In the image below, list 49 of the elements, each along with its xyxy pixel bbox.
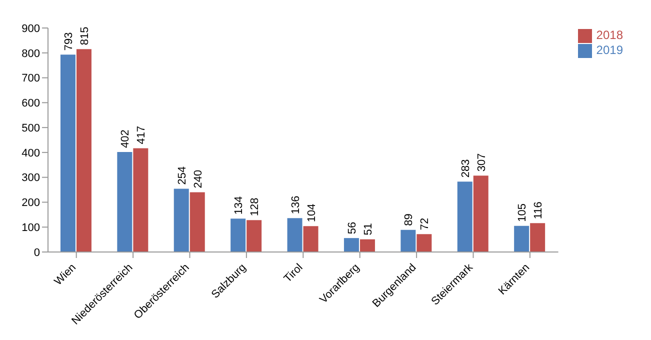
data-label: 56 bbox=[346, 222, 358, 234]
x-tick-label: Tirol bbox=[282, 262, 306, 285]
data-label: 283 bbox=[460, 159, 472, 178]
bar bbox=[117, 152, 132, 252]
bar bbox=[360, 239, 375, 252]
legend-label: 2018 bbox=[596, 28, 623, 42]
bar bbox=[530, 223, 546, 252]
y-tick-label: 400 bbox=[22, 147, 40, 160]
bar bbox=[287, 218, 302, 252]
bar bbox=[230, 218, 246, 252]
bar bbox=[473, 176, 488, 252]
bar bbox=[400, 230, 416, 252]
bar bbox=[174, 188, 189, 252]
y-tick-label: 500 bbox=[22, 122, 40, 134]
data-label: 402 bbox=[120, 130, 132, 148]
data-label: 307 bbox=[476, 153, 488, 172]
data-label: 136 bbox=[290, 196, 302, 214]
data-label: 134 bbox=[233, 196, 246, 215]
bar bbox=[416, 234, 432, 252]
data-label: 116 bbox=[532, 202, 545, 220]
bar bbox=[457, 182, 472, 252]
y-tick-label: 100 bbox=[22, 222, 40, 234]
data-label: 51 bbox=[362, 223, 374, 236]
data-label: 793 bbox=[62, 32, 75, 51]
bar bbox=[190, 192, 205, 252]
y-tick-label: 300 bbox=[22, 172, 40, 184]
y-tick-label: 600 bbox=[22, 98, 40, 110]
data-label: 89 bbox=[403, 214, 416, 226]
y-tick-label: 800 bbox=[22, 48, 40, 60]
y-tick-label: 900 bbox=[22, 22, 40, 35]
bar bbox=[60, 54, 76, 252]
bar bbox=[76, 49, 92, 252]
bar bbox=[246, 220, 262, 252]
bar bbox=[344, 238, 359, 252]
data-label: 417 bbox=[136, 126, 148, 144]
data-label: 815 bbox=[78, 26, 91, 46]
bar bbox=[514, 226, 530, 252]
y-tick-label: 0 bbox=[34, 246, 40, 259]
y-tick-label: 700 bbox=[22, 72, 40, 85]
y-tick-label: 200 bbox=[22, 197, 40, 210]
data-label: 254 bbox=[176, 166, 188, 185]
data-label: 104 bbox=[306, 204, 318, 222]
legend-label: 2019 bbox=[596, 42, 623, 57]
data-label: 72 bbox=[419, 218, 432, 230]
bar bbox=[303, 226, 318, 252]
data-label: 128 bbox=[249, 198, 262, 216]
bar bbox=[133, 148, 148, 252]
data-label: 105 bbox=[516, 204, 529, 222]
data-label: 240 bbox=[192, 170, 204, 188]
